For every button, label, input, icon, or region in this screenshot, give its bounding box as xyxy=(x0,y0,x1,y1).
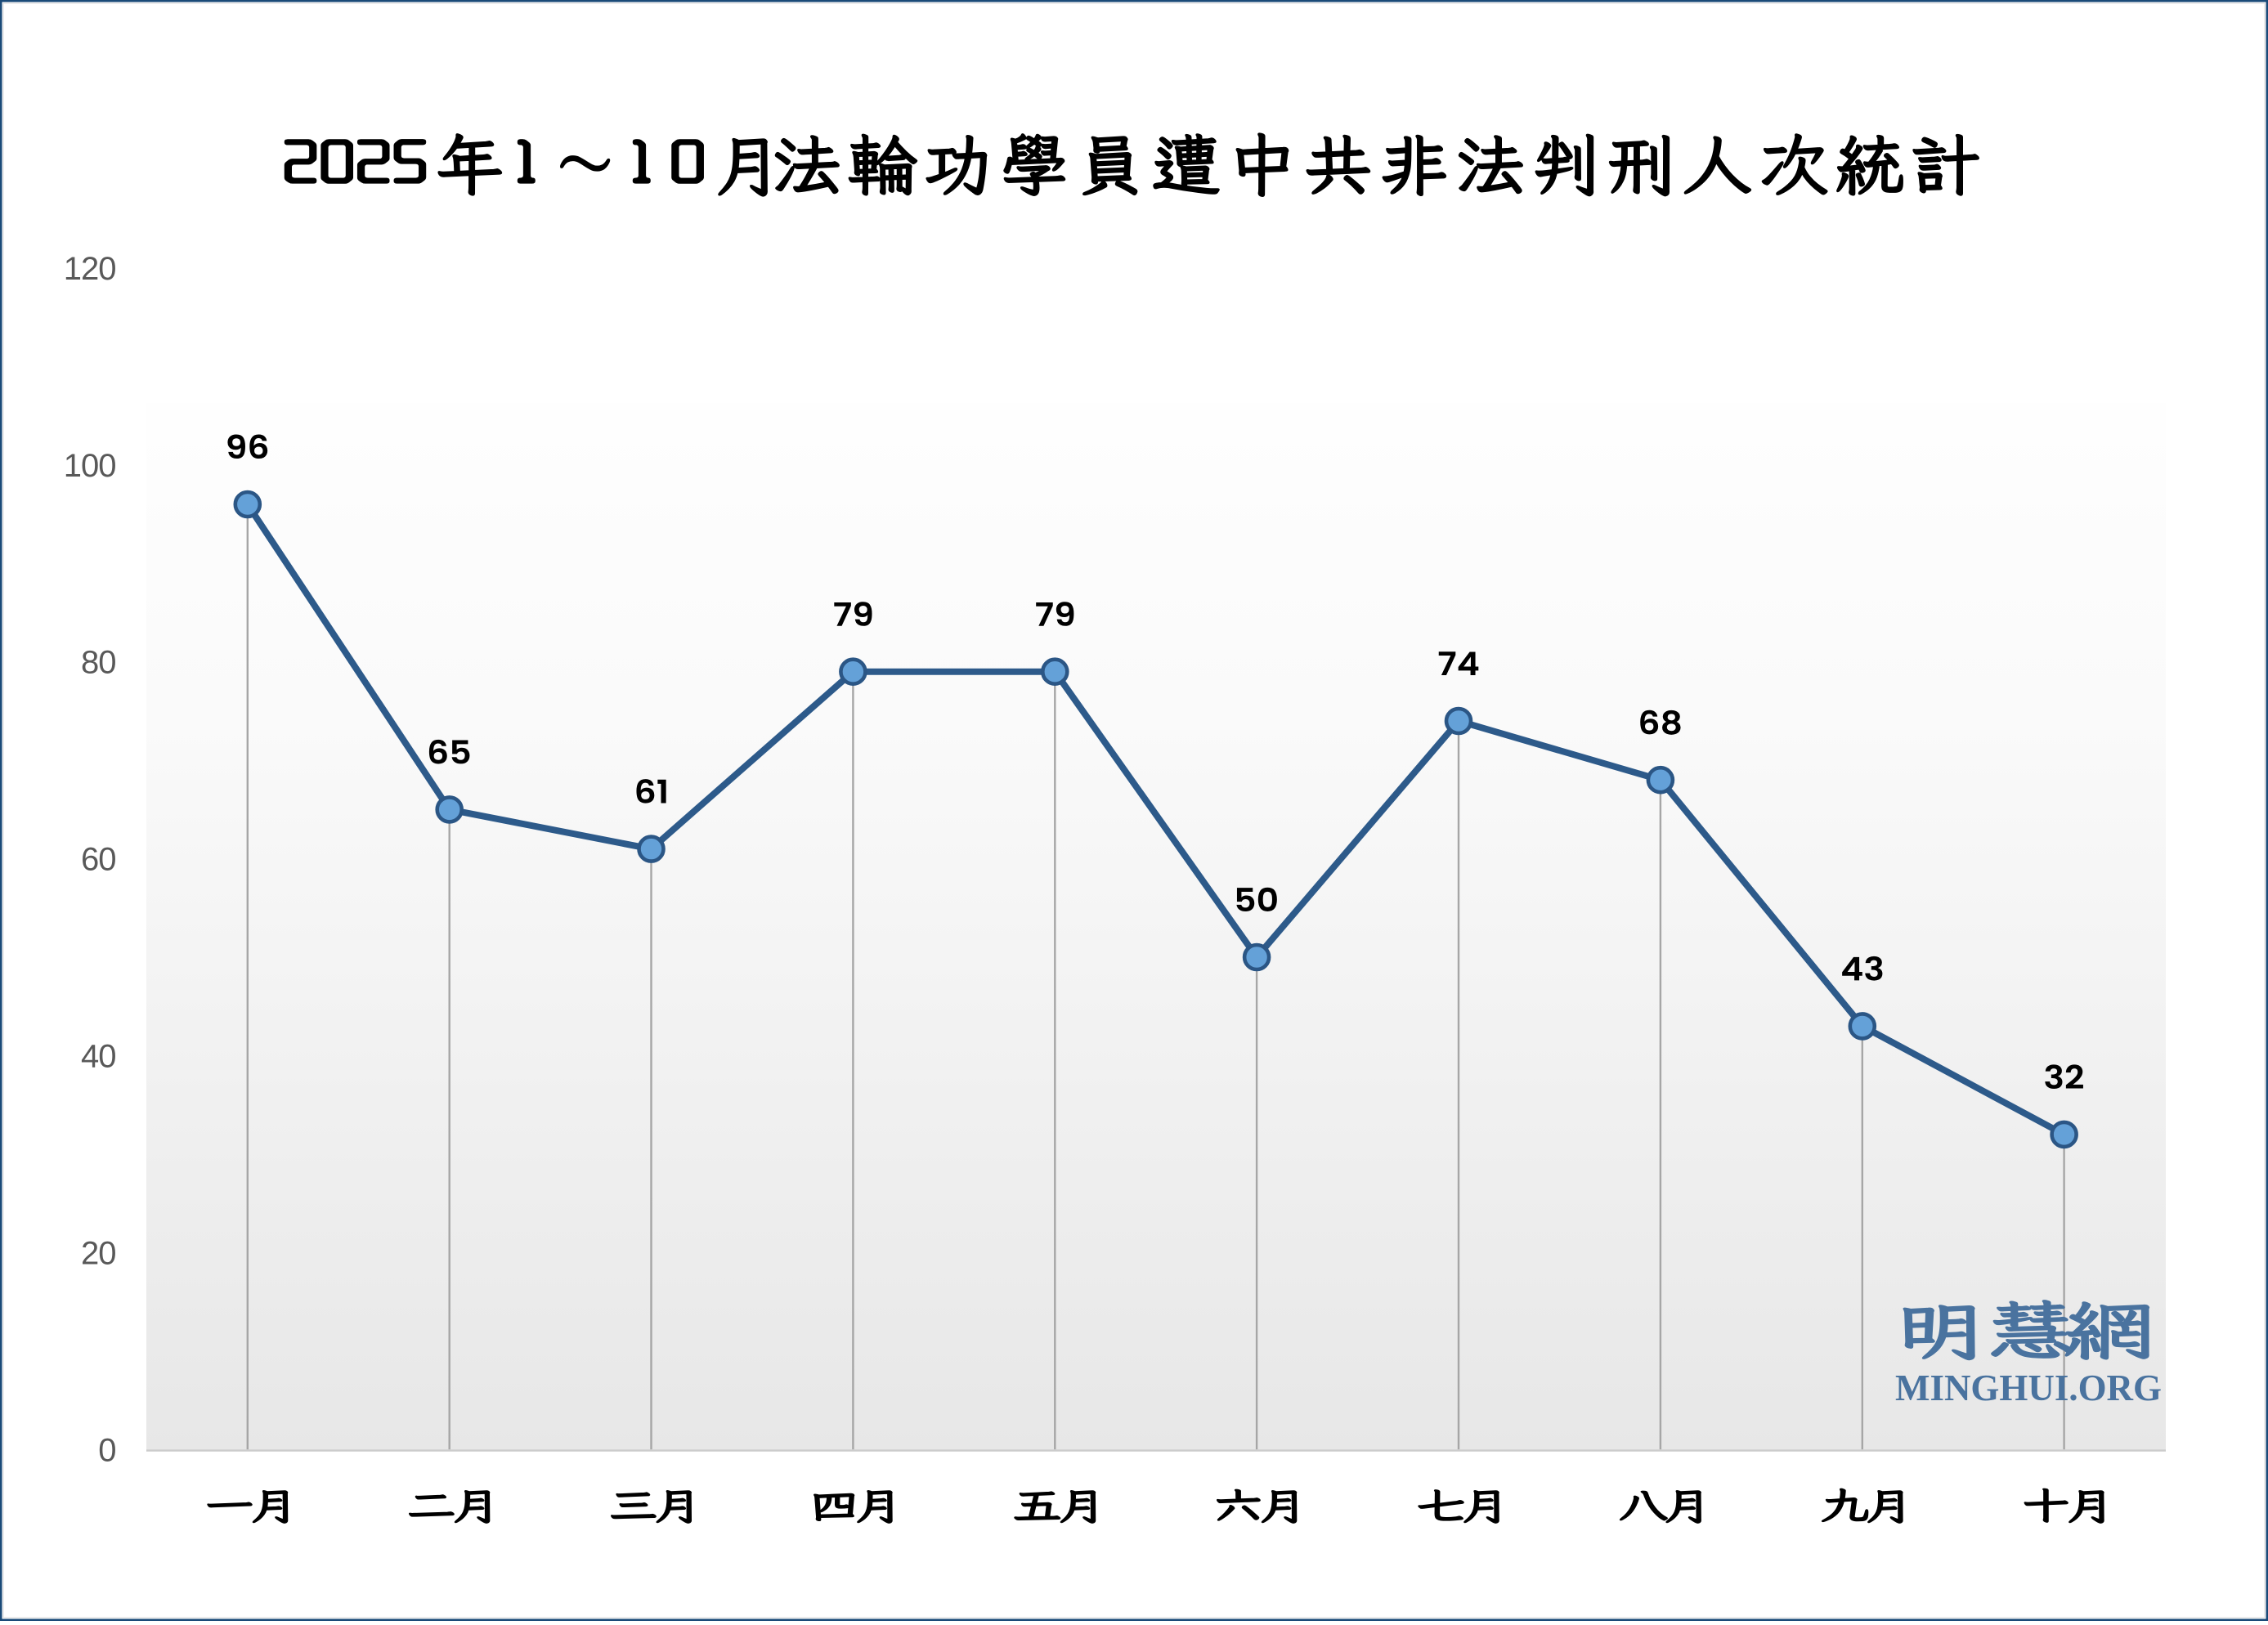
svg-text:120: 120 xyxy=(64,251,116,287)
svg-text:40: 40 xyxy=(81,1039,116,1075)
svg-text:0: 0 xyxy=(98,1432,115,1468)
svg-text:80: 80 xyxy=(81,645,116,681)
svg-text:100: 100 xyxy=(64,448,116,484)
svg-text:MINGHUI.ORG: MINGHUI.ORG xyxy=(1895,1367,2162,1408)
svg-text:60: 60 xyxy=(81,842,116,878)
svg-text:20: 20 xyxy=(81,1235,116,1271)
